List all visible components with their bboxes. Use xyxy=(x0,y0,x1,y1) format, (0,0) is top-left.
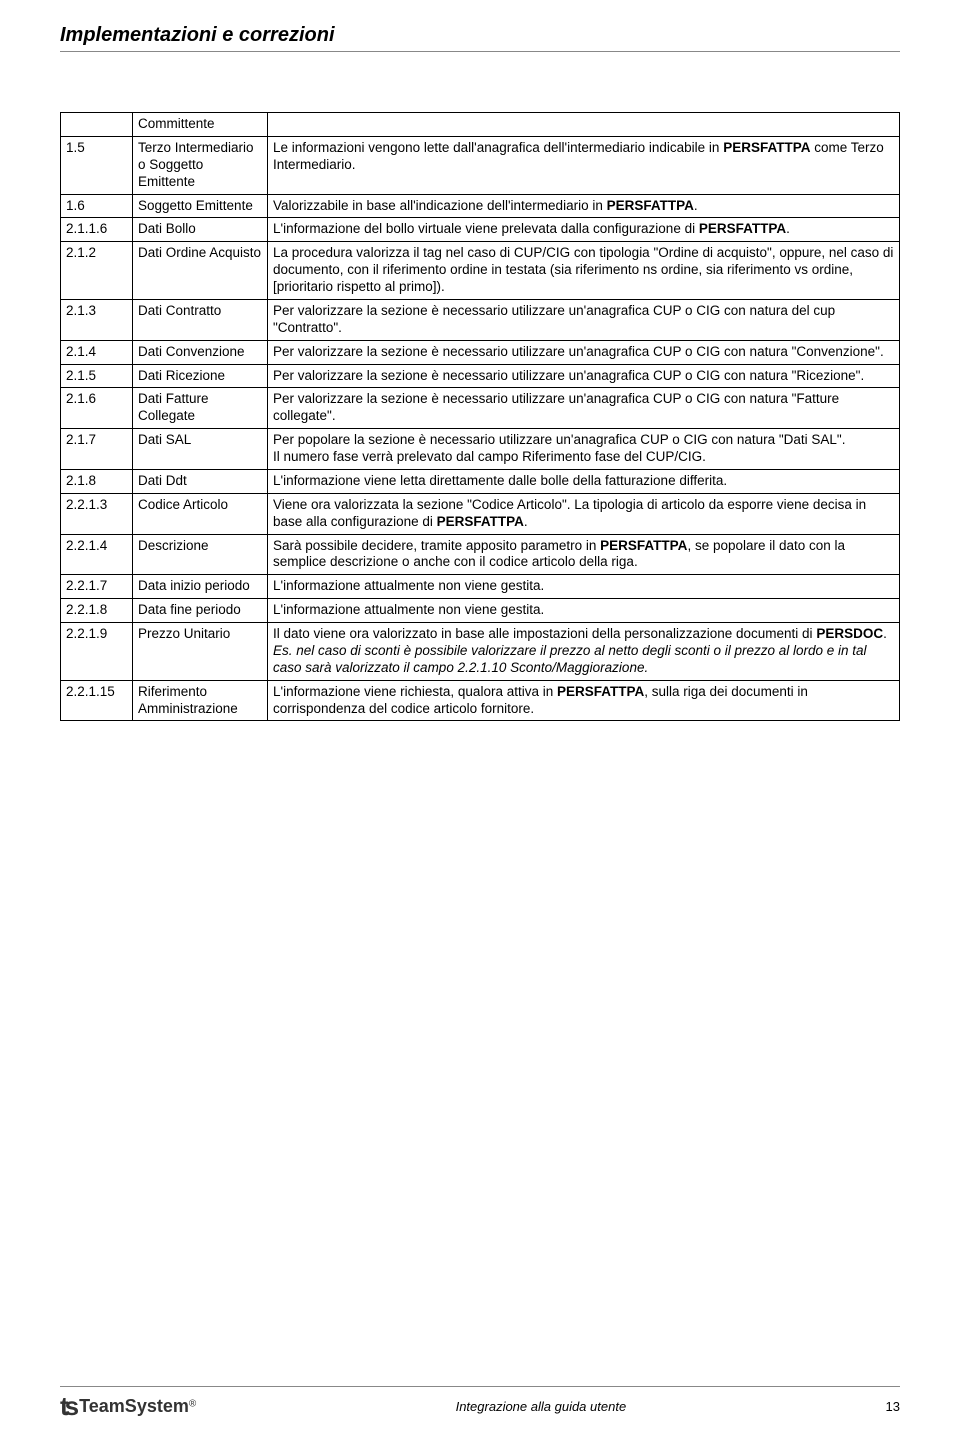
table-row: 1.5Terzo Intermediario o Soggetto Emitte… xyxy=(61,136,900,194)
row-id: 1.5 xyxy=(61,136,133,194)
row-description: L'informazione attualmente non viene ges… xyxy=(268,599,900,623)
row-id: 2.1.7 xyxy=(61,429,133,470)
row-description: Valorizzabile in base all'indicazione de… xyxy=(268,194,900,218)
table-row: 2.1.8Dati DdtL'informazione viene letta … xyxy=(61,469,900,493)
footer-doc-title: Integrazione alla guida utente xyxy=(456,1399,627,1414)
page-number: 13 xyxy=(886,1399,900,1414)
row-id: 2.1.1.6 xyxy=(61,218,133,242)
row-id: 2.2.1.4 xyxy=(61,534,133,575)
table-row: Committente xyxy=(61,113,900,137)
row-description: L'informazione attualmente non viene ges… xyxy=(268,575,900,599)
row-id: 2.2.1.15 xyxy=(61,680,133,721)
row-id xyxy=(61,113,133,137)
row-id: 2.2.1.3 xyxy=(61,493,133,534)
table-row: 2.1.4Dati ConvenzionePer valorizzare la … xyxy=(61,340,900,364)
page-title: Implementazioni e correzioni xyxy=(60,24,900,47)
row-description: Sarà possibile decidere, tramite apposit… xyxy=(268,534,900,575)
row-description: L'informazione viene letta direttamente … xyxy=(268,469,900,493)
row-name: Committente xyxy=(133,113,268,137)
row-description: Per valorizzare la sezione è necessario … xyxy=(268,364,900,388)
row-id: 2.1.6 xyxy=(61,388,133,429)
row-name: Riferimento Amministrazione xyxy=(133,680,268,721)
row-description: L'informazione del bollo virtuale viene … xyxy=(268,218,900,242)
logo-mark-icon: ts xyxy=(60,1393,75,1419)
row-name: Terzo Intermediario o Soggetto Emittente xyxy=(133,136,268,194)
row-id: 1.6 xyxy=(61,194,133,218)
row-id: 2.1.2 xyxy=(61,242,133,300)
footer-rule xyxy=(60,1386,900,1387)
row-name: Dati Ddt xyxy=(133,469,268,493)
table-row: 2.2.1.7Data inizio periodoL'informazione… xyxy=(61,575,900,599)
table-row: 2.2.1.9Prezzo UnitarioIl dato viene ora … xyxy=(61,623,900,681)
row-name: Codice Articolo xyxy=(133,493,268,534)
row-description xyxy=(268,113,900,137)
row-name: Dati Ricezione xyxy=(133,364,268,388)
page-footer: ts TeamSystem® Integrazione alla guida u… xyxy=(60,1386,900,1419)
table-row: 1.6Soggetto EmittenteValorizzabile in ba… xyxy=(61,194,900,218)
row-name: Prezzo Unitario xyxy=(133,623,268,681)
logo: ts TeamSystem® xyxy=(60,1393,196,1419)
logo-trademark: ® xyxy=(189,1398,196,1409)
header-rule xyxy=(60,51,900,52)
row-id: 2.2.1.9 xyxy=(61,623,133,681)
row-description: La procedura valorizza il tag nel caso d… xyxy=(268,242,900,300)
spec-table: Committente1.5Terzo Intermediario o Sogg… xyxy=(60,112,900,721)
table-row: 2.1.1.6Dati BolloL'informazione del boll… xyxy=(61,218,900,242)
row-description: Per valorizzare la sezione è necessario … xyxy=(268,340,900,364)
logo-text: TeamSystem xyxy=(79,1396,189,1416)
row-name: Descrizione xyxy=(133,534,268,575)
row-description: Viene ora valorizzata la sezione "Codice… xyxy=(268,493,900,534)
row-name: Dati Convenzione xyxy=(133,340,268,364)
row-id: 2.1.8 xyxy=(61,469,133,493)
row-name: Dati SAL xyxy=(133,429,268,470)
row-description: Le informazioni vengono lette dall'anagr… xyxy=(268,136,900,194)
table-row: 2.2.1.15Riferimento AmministrazioneL'inf… xyxy=(61,680,900,721)
row-description: Per valorizzare la sezione è necessario … xyxy=(268,388,900,429)
row-description: Per valorizzare la sezione è necessario … xyxy=(268,299,900,340)
row-id: 2.1.5 xyxy=(61,364,133,388)
row-id: 2.1.4 xyxy=(61,340,133,364)
row-description: L'informazione viene richiesta, qualora … xyxy=(268,680,900,721)
table-row: 2.2.1.3Codice ArticoloViene ora valorizz… xyxy=(61,493,900,534)
table-row: 2.1.5Dati RicezionePer valorizzare la se… xyxy=(61,364,900,388)
row-name: Dati Ordine Acquisto xyxy=(133,242,268,300)
row-name: Dati Fatture Collegate xyxy=(133,388,268,429)
table-row: 2.1.3Dati ContrattoPer valorizzare la se… xyxy=(61,299,900,340)
table-row: 2.2.1.8Data fine periodoL'informazione a… xyxy=(61,599,900,623)
table-row: 2.1.6Dati Fatture CollegatePer valorizza… xyxy=(61,388,900,429)
row-id: 2.2.1.8 xyxy=(61,599,133,623)
row-name: Soggetto Emittente xyxy=(133,194,268,218)
row-id: 2.1.3 xyxy=(61,299,133,340)
row-description: Per popolare la sezione è necessario uti… xyxy=(268,429,900,470)
table-row: 2.1.2Dati Ordine AcquistoLa procedura va… xyxy=(61,242,900,300)
row-name: Data fine periodo xyxy=(133,599,268,623)
table-row: 2.2.1.4DescrizioneSarà possibile decider… xyxy=(61,534,900,575)
row-description: Il dato viene ora valorizzato in base al… xyxy=(268,623,900,681)
row-name: Data inizio periodo xyxy=(133,575,268,599)
table-row: 2.1.7Dati SALPer popolare la sezione è n… xyxy=(61,429,900,470)
row-name: Dati Bollo xyxy=(133,218,268,242)
row-id: 2.2.1.7 xyxy=(61,575,133,599)
row-name: Dati Contratto xyxy=(133,299,268,340)
